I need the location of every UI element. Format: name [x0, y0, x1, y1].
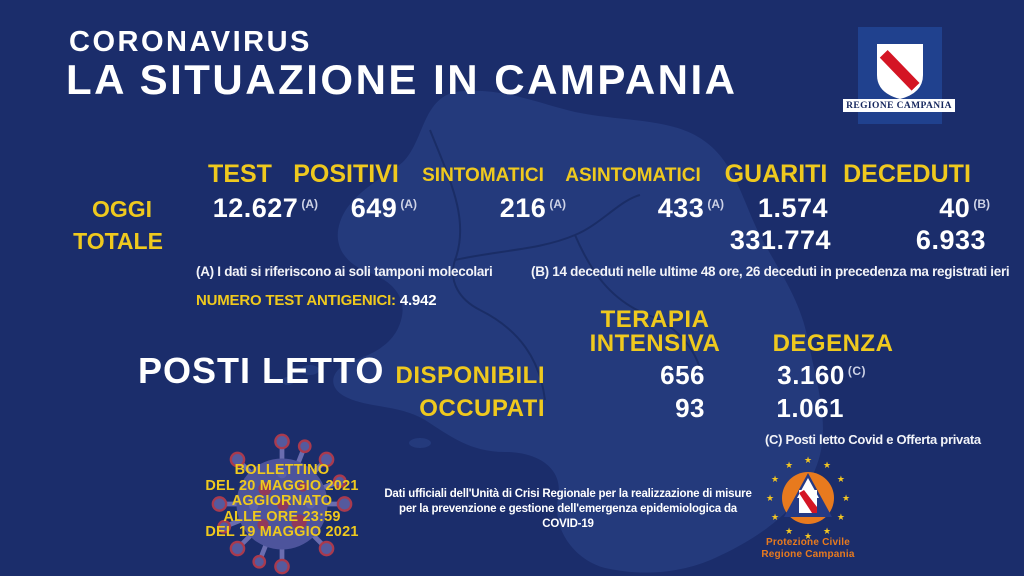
footnote-b: (B) 14 deceduti nelle ultime 48 ore, 26 …: [531, 264, 1010, 279]
page-title-main: LA SITUAZIONE IN CAMPANIA: [66, 56, 738, 103]
beds-col-intensiva: INTENSIVA: [589, 330, 721, 357]
beds-disponibili-intensiva: 656: [660, 360, 705, 390]
stat-asintomatici-today: 433 (A): [657, 193, 724, 223]
protezione-civile-logo: ★ ★ ★ ★ ★ ★ ★ ★ ★ ★ ★ ★: [766, 456, 850, 540]
regione-shield-icon: [876, 43, 924, 101]
antigen-tests-value: 4.942: [399, 292, 437, 309]
beds-disponibili-degenza: 3.160 (C): [777, 360, 866, 390]
footnote-marker-a: (A): [707, 197, 724, 211]
footnote-a: (A) I dati si riferiscono ai soli tampon…: [196, 264, 493, 279]
footnote-marker-a: (A): [549, 197, 566, 211]
bulletin-text: BOLLETTINO DEL 20 MAGGIO 2021 AGGIORNATO…: [186, 462, 378, 541]
stat-guariti-total: 331.774: [729, 225, 831, 255]
page-title-coronavirus: CORONAVIRUS: [69, 26, 312, 58]
svg-text:★: ★: [771, 475, 779, 485]
official-note-line: Dati ufficiali dell'Unità di Crisi Regio…: [384, 488, 752, 500]
beds-occupati-intensiva: 93: [675, 393, 705, 423]
beds-disponibili-label: DISPONIBILI: [395, 362, 545, 389]
footnote-marker-b: (B): [973, 197, 990, 211]
stat-deceduti-today: 40 (B): [939, 193, 990, 223]
protezione-civile-label: Protezione Civile Regione Campania: [752, 537, 864, 560]
antigen-tests-label: NUMERO TEST ANTIGENICI:: [196, 292, 396, 309]
official-note: Dati ufficiali dell'Unità di Crisi Regio…: [378, 487, 758, 532]
stat-test-today: 12.627 (A): [212, 193, 318, 223]
stat-guariti-today: 1.574: [757, 193, 828, 223]
virus-icon: [211, 433, 353, 575]
protezione-civile-line: Protezione Civile: [766, 537, 850, 548]
regione-campania-label: REGIONE CAMPANIA: [843, 99, 955, 112]
footnote-marker-a: (A): [400, 197, 417, 211]
svg-text:★: ★: [785, 461, 793, 471]
official-note-line: per la prevenzione e gestione dell'emerg…: [399, 503, 737, 530]
svg-text:★: ★: [837, 475, 845, 485]
row-label-totale: TOTALE: [73, 228, 163, 254]
bulletin-line: BOLLETTINO: [234, 462, 330, 478]
stat-header-sintomatici: SINTOMATICI: [422, 165, 544, 186]
beds-col-terapia: TERAPIA: [600, 306, 710, 333]
bulletin-line: DEL 19 MAGGIO 2021: [205, 524, 359, 540]
footnote-marker-c: (C): [847, 364, 866, 378]
svg-text:★: ★: [766, 494, 774, 504]
svg-text:★: ★: [842, 494, 850, 504]
bulletin-line: DEL 20 MAGGIO 2021: [205, 477, 359, 494]
svg-text:★: ★: [837, 513, 845, 523]
footnote-c: (C) Posti letto Covid e Offerta privata: [765, 432, 981, 447]
stat-header-asintomatici: ASINTOMATICI: [565, 165, 701, 186]
stat-deceduti-total: 6.933: [915, 225, 986, 255]
svg-text:★: ★: [804, 456, 812, 466]
protezione-civile-line: Regione Campania: [761, 548, 855, 560]
svg-text:★: ★: [823, 461, 831, 471]
beds-col-degenza: DEGENZA: [772, 330, 894, 357]
bulletin-line: AGGIORNATO: [231, 493, 333, 509]
stat-sintomatici-today: 216 (A): [499, 193, 566, 223]
beds-occupati-degenza: 1.061: [776, 393, 844, 423]
stat-header-positivi: POSITIVI: [293, 160, 399, 188]
svg-text:★: ★: [785, 527, 793, 537]
stat-header-test: TEST: [208, 160, 272, 188]
stat-header-deceduti: DECEDUTI: [843, 160, 971, 188]
row-label-oggi: OGGI: [91, 196, 153, 222]
bulletin-line: ALLE ORE 23:59: [223, 508, 341, 525]
footnote-marker-a: (A): [301, 197, 318, 211]
beds-occupati-label: OCCUPATI: [419, 395, 545, 422]
stat-positivi-today: 649 (A): [350, 193, 417, 223]
svg-text:★: ★: [823, 527, 831, 537]
svg-text:★: ★: [804, 532, 812, 540]
beds-title: POSTI LETTO: [138, 350, 385, 391]
stat-header-guariti: GUARITI: [724, 160, 828, 188]
svg-text:★: ★: [771, 513, 779, 523]
